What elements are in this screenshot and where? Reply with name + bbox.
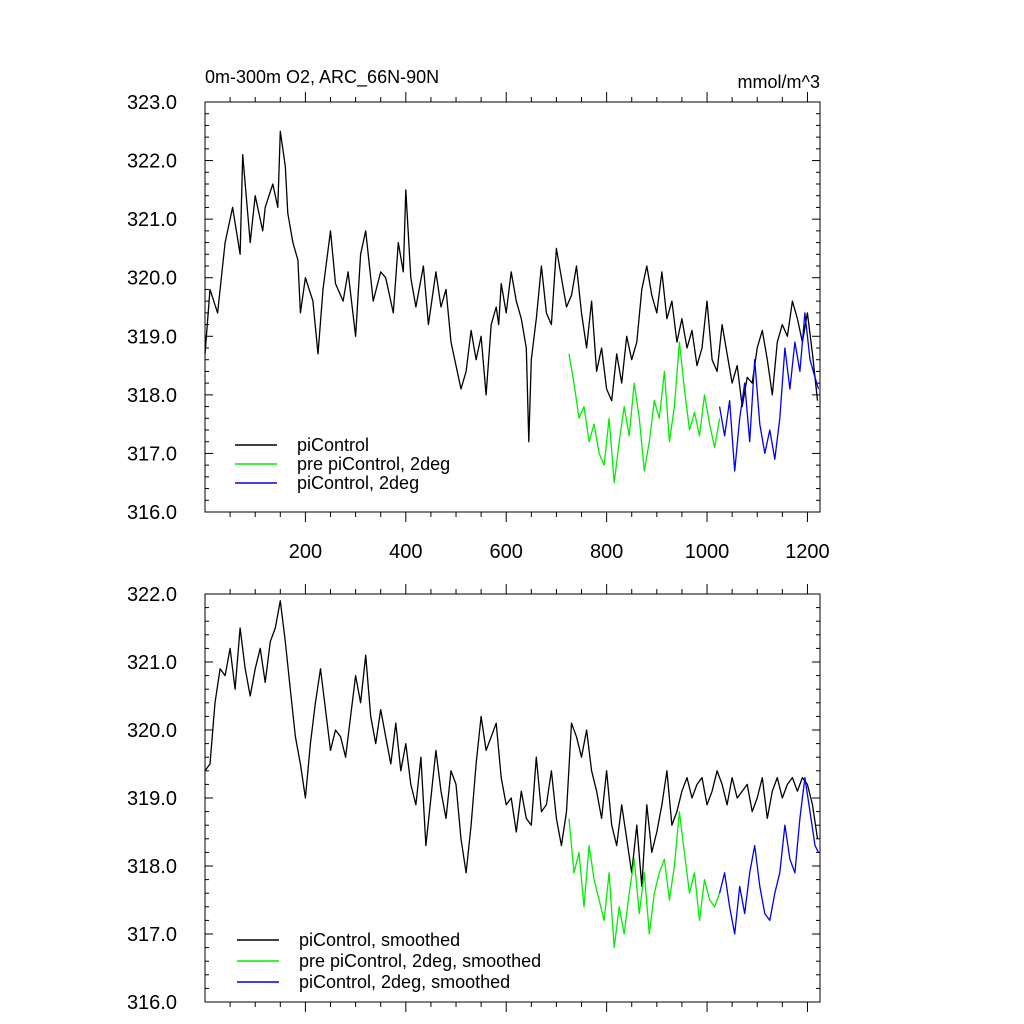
top-plot-frame: [204, 101, 821, 513]
top-x-tick-label: 1000: [685, 541, 730, 563]
bottom-series-line-3: [718, 776, 820, 935]
bottom-y-tick-label: 316.0: [127, 992, 177, 1014]
top-legend-label: pre piControl, 2deg: [297, 454, 450, 474]
bottom-panel: 316.0 317.0 318.0 319.0 320.0 321.0 322.0 piCon…: [127, 584, 821, 1014]
bottom-y-tick-label: 317.0: [127, 924, 177, 946]
plot-title: 0m-300m O2, ARC_66N-90N: [205, 67, 439, 88]
top-legend-label: piControl: [297, 435, 369, 455]
top-series-line-3: [718, 312, 820, 472]
top-y-tick-label: 323.0: [127, 92, 177, 114]
top-panel: 316.0 317.0 318.0 319.0 320.0 321.0 322.0 323.0…: [127, 92, 830, 563]
bottom-y-tick-label: 322.0: [127, 584, 177, 606]
top-y-tick-label: 318.0: [127, 385, 177, 407]
bottom-y-tick-label: 319.0: [127, 788, 177, 810]
bottom-series-line-1: [204, 600, 819, 888]
top-x-tick-label: 1200: [785, 541, 830, 563]
top-y-tick-label: 320.0: [127, 268, 177, 290]
top-series-line-1: [204, 130, 819, 443]
top-x-tick-label: 200: [289, 541, 322, 563]
top-y-tick-label: 322.0: [127, 151, 177, 173]
top-x-tick-label: 600: [490, 541, 523, 563]
top-y-tick-label: 317.0: [127, 443, 177, 465]
bottom-legend-label: piControl, 2deg, smoothed: [299, 972, 510, 992]
bottom-legend-label: piControl, smoothed: [299, 930, 460, 950]
bottom-legend-label: pre piControl, 2deg, smoothed: [299, 951, 541, 971]
bottom-y-tick-label: 320.0: [127, 720, 177, 742]
bottom-series-line-2: [568, 810, 721, 949]
bottom-y-tick-label: 318.0: [127, 856, 177, 878]
top-legend-label: piControl, 2deg: [297, 473, 419, 493]
top-x-tick-label: 800: [590, 541, 623, 563]
top-x-tick-label: 400: [389, 541, 422, 563]
top-y-tick-label: 316.0: [127, 502, 177, 524]
top-series-line-2: [568, 341, 721, 484]
top-y-tick-label: 321.0: [127, 209, 177, 231]
units-label: mmol/m^3: [738, 72, 820, 92]
top-y-tick-label: 319.0: [127, 326, 177, 348]
bottom-y-tick-label: 321.0: [127, 652, 177, 674]
